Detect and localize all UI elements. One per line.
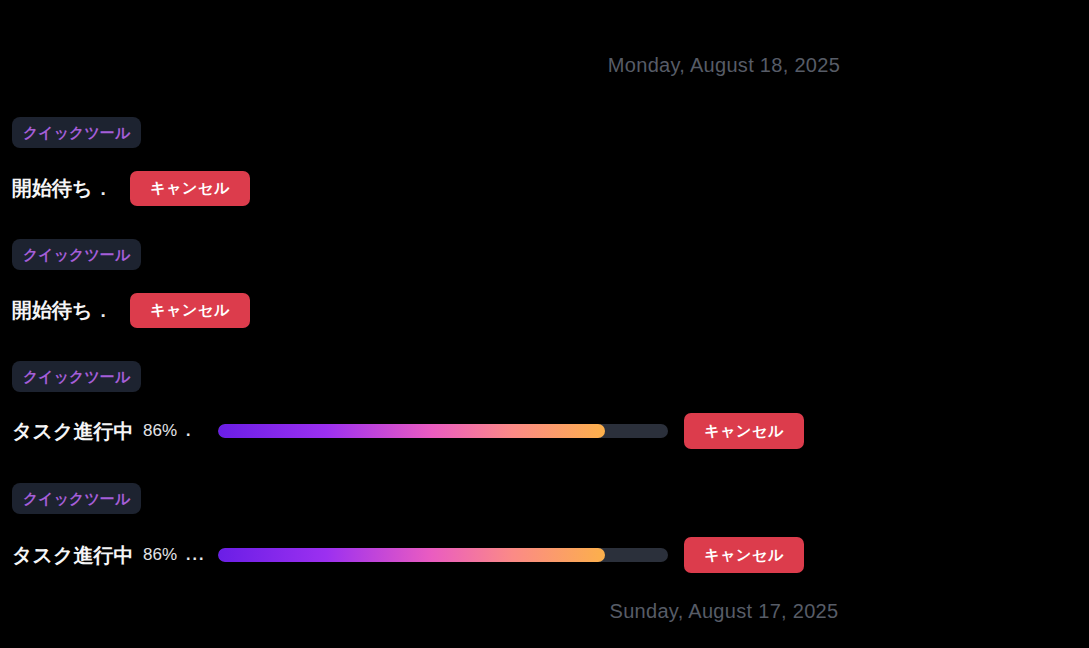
quick-tools-badge: クイックツール (12, 239, 141, 270)
task-status-text: 開始待ち. (12, 171, 108, 206)
cancel-button[interactable]: キャンセル (130, 171, 250, 206)
typing-dots: . (100, 300, 107, 322)
status-label: タスク進行中 (12, 542, 133, 569)
task-row-progress: タスク進行中 86%... キャンセル (0, 537, 1089, 573)
status-label: 開始待ち (12, 297, 92, 324)
quick-tools-badge: クイックツール (12, 361, 141, 392)
status-label: 開始待ち (12, 175, 92, 202)
progress-bar-fill (218, 548, 605, 562)
typing-dots: ... (186, 546, 205, 564)
task-status-text: 開始待ち. (12, 293, 108, 328)
status-label: タスク進行中 (12, 418, 133, 445)
progress-bar-fill (218, 424, 605, 438)
percent-value-label: 86% (143, 545, 177, 565)
progress-percent: 86%... (143, 537, 205, 573)
task-row-progress: タスク進行中 86%. キャンセル (0, 413, 1089, 449)
progress-bar-track (218, 424, 668, 438)
progress-bar-track (218, 548, 668, 562)
cancel-button[interactable]: キャンセル (130, 293, 250, 328)
quick-tools-badge: クイックツール (12, 483, 141, 514)
progress-percent: 86%. (143, 413, 192, 449)
task-row-waiting: 開始待ち. キャンセル (0, 293, 1089, 328)
typing-dots: . (186, 422, 192, 440)
cancel-button[interactable]: キャンセル (684, 537, 804, 573)
date-separator: Monday, August 18, 2025 (608, 54, 840, 77)
task-chat-log: Monday, August 18, 2025 クイックツール 開始待ち. キャ… (0, 0, 1089, 648)
task-status-text: タスク進行中 (12, 537, 133, 573)
quick-tools-badge: クイックツール (12, 117, 141, 148)
task-row-waiting: 開始待ち. キャンセル (0, 171, 1089, 206)
date-separator: Sunday, August 17, 2025 (610, 600, 839, 623)
typing-dots: . (100, 178, 107, 200)
percent-value-label: 86% (143, 421, 177, 441)
cancel-button[interactable]: キャンセル (684, 413, 804, 449)
task-status-text: タスク進行中 (12, 413, 133, 449)
